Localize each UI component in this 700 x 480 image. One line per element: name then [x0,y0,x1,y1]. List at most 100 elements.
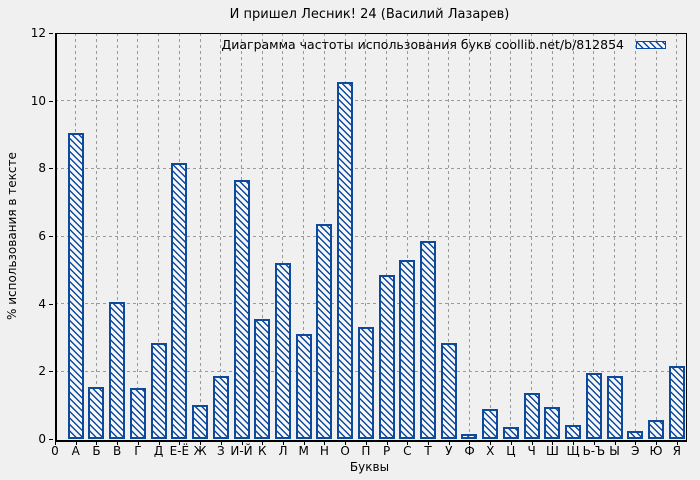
x-tick-label: Р [382,444,391,458]
y-tick-label: 4 [38,296,46,311]
x-tick-mark [220,441,222,445]
chart-title: И пришел Лесник! 24 (Василий Лазарев) [229,7,510,22]
x-tick-label: Э [631,444,640,458]
bar-М [295,334,312,439]
legend: Диаграмма частоты использования букв coo… [221,37,666,52]
bar-Р [378,274,395,439]
x-tick-label: Ф [464,444,475,458]
bar-Т [420,241,437,439]
plot-area: Диаграмма частоты использования букв coo… [55,33,685,439]
x-tick-label: Д [153,444,164,458]
bar-Ч [523,393,540,439]
x-tick-label: З [216,444,225,458]
x-tick-mark [593,441,595,445]
x-tick-label: Ч [527,444,536,458]
x-tick-mark [490,441,492,445]
x-tick-label: Х [486,444,495,458]
bar-А [67,132,84,439]
x-tick-mark [573,441,575,445]
bar-Ю [648,420,665,439]
x-tick-mark [469,441,471,445]
x-tick-label: Ы [609,444,620,458]
bar-Я [668,366,685,439]
bar-Б [88,386,105,439]
x-tick-label: Ь-Ъ [582,444,606,458]
y-tick-mark [49,168,53,170]
legend-label: Диаграмма частоты использования букв coo… [221,37,624,52]
x-tick-mark [158,441,160,445]
x-tick-label: Л [278,444,288,458]
y-tick-label: 10 [30,93,46,108]
y-tick-mark [49,33,53,34]
x-tick-label: Т [424,444,432,458]
x-tick-mark [303,441,305,445]
gridline-horizontal [55,100,684,102]
x-tick-label: Я [672,444,681,458]
x-tick-mark [241,441,243,445]
x-tick-label: О [340,444,350,458]
x-tick-mark [200,441,202,445]
bar-З [212,376,229,439]
x-tick-mark [282,441,284,445]
gridline-horizontal [55,303,684,305]
x-tick-label: У [445,444,453,458]
y-tick-label: 2 [38,364,46,379]
x-tick-mark [635,441,637,445]
bar-К [254,318,271,439]
x-tick-mark [676,441,678,445]
x-tick-mark [137,441,139,445]
x-tick-mark [179,441,181,445]
bar-И-Й [233,180,250,439]
x-tick-mark [386,441,388,445]
bar-У [440,342,457,439]
x-tick-mark [428,441,430,445]
y-tick-mark [49,371,53,373]
x-tick-label-origin: 0 [51,444,59,458]
x-tick-mark [96,441,98,445]
bar-Ц [502,427,519,439]
bar-Ш [544,406,561,439]
x-tick-label: А [71,444,80,458]
gridline-horizontal [55,167,684,169]
x-tick-mark [324,441,326,445]
y-tick-mark [49,100,53,102]
x-tick-mark [345,441,347,445]
y-tick-label: 0 [38,432,46,446]
bar-Ь-Ъ [585,373,602,439]
bar-Х [482,408,499,439]
y-tick-mark [49,439,53,440]
bar-Ф [461,433,478,439]
x-tick-mark [510,441,512,445]
gridline-horizontal [55,235,684,237]
x-tick-label: Е-Ё [169,444,190,458]
x-tick-mark [262,441,264,445]
x-tick-mark [117,441,119,445]
x-tick-mark [365,441,367,445]
y-tick-label: 12 [30,26,46,40]
x-tick-label: К [257,444,267,458]
y-tick-mark [49,236,53,237]
x-tick-mark [531,441,533,445]
y-tick-label: 8 [38,161,46,176]
bar-Ж [192,405,209,439]
legend-hatch-swatch-icon [636,40,666,49]
x-tick-label: Ю [649,444,663,458]
x-tick-label: Н [319,444,329,458]
x-tick-label: Щ [566,444,580,458]
bar-Ы [606,376,623,439]
bar-О [337,82,354,439]
x-tick-mark [552,441,554,445]
x-tick-label: С [403,444,412,458]
bar-Н [316,224,333,439]
x-tick-label: Б [92,444,101,458]
x-tick-mark [75,441,77,445]
bar-П [357,327,374,439]
bar-Г [129,388,146,439]
bar-В [109,301,126,439]
x-tick-mark [407,441,409,445]
x-tick-mark [448,441,450,445]
y-tick-mark [49,303,53,305]
bar-Л [274,263,291,439]
x-tick-label: Ж [193,444,207,458]
